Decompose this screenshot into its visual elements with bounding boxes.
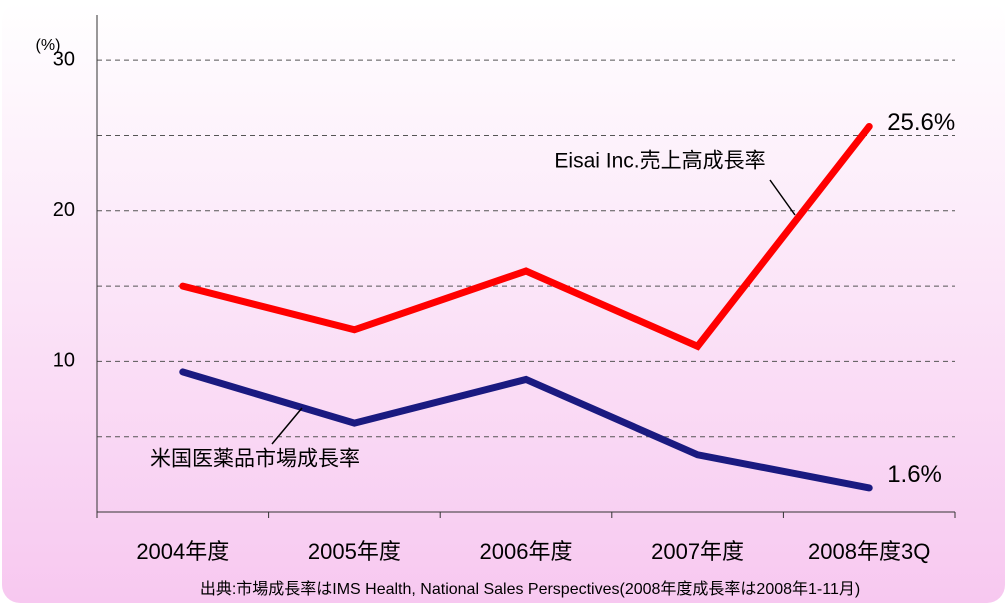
data-label: 1.6% xyxy=(887,461,942,488)
y-tick-label: 20 xyxy=(53,199,75,221)
series-label: 米国医薬品市場成長率 xyxy=(150,448,360,471)
series-line xyxy=(179,368,873,492)
x-tick-label: 2007年度 xyxy=(651,539,744,564)
x-tick-label: 2006年度 xyxy=(480,539,573,564)
data-label: 25.6% xyxy=(887,109,955,136)
unit-label: (%) xyxy=(36,37,61,54)
series-line xyxy=(179,122,873,351)
leader-line xyxy=(769,179,796,216)
y-tick-label: 10 xyxy=(53,350,75,372)
series-label: Eisai Inc.売上高成長率 xyxy=(554,150,765,173)
leader-line xyxy=(271,407,303,445)
y-tick-label: 30 xyxy=(53,48,75,70)
x-tick-label: 2008年度3Q xyxy=(808,539,930,564)
footnote: 出典:市場成長率はIMS Health, National Sales Pers… xyxy=(200,580,860,598)
x-tick-label: 2005年度 xyxy=(308,539,401,564)
x-tick-label: 2004年度 xyxy=(136,539,229,564)
